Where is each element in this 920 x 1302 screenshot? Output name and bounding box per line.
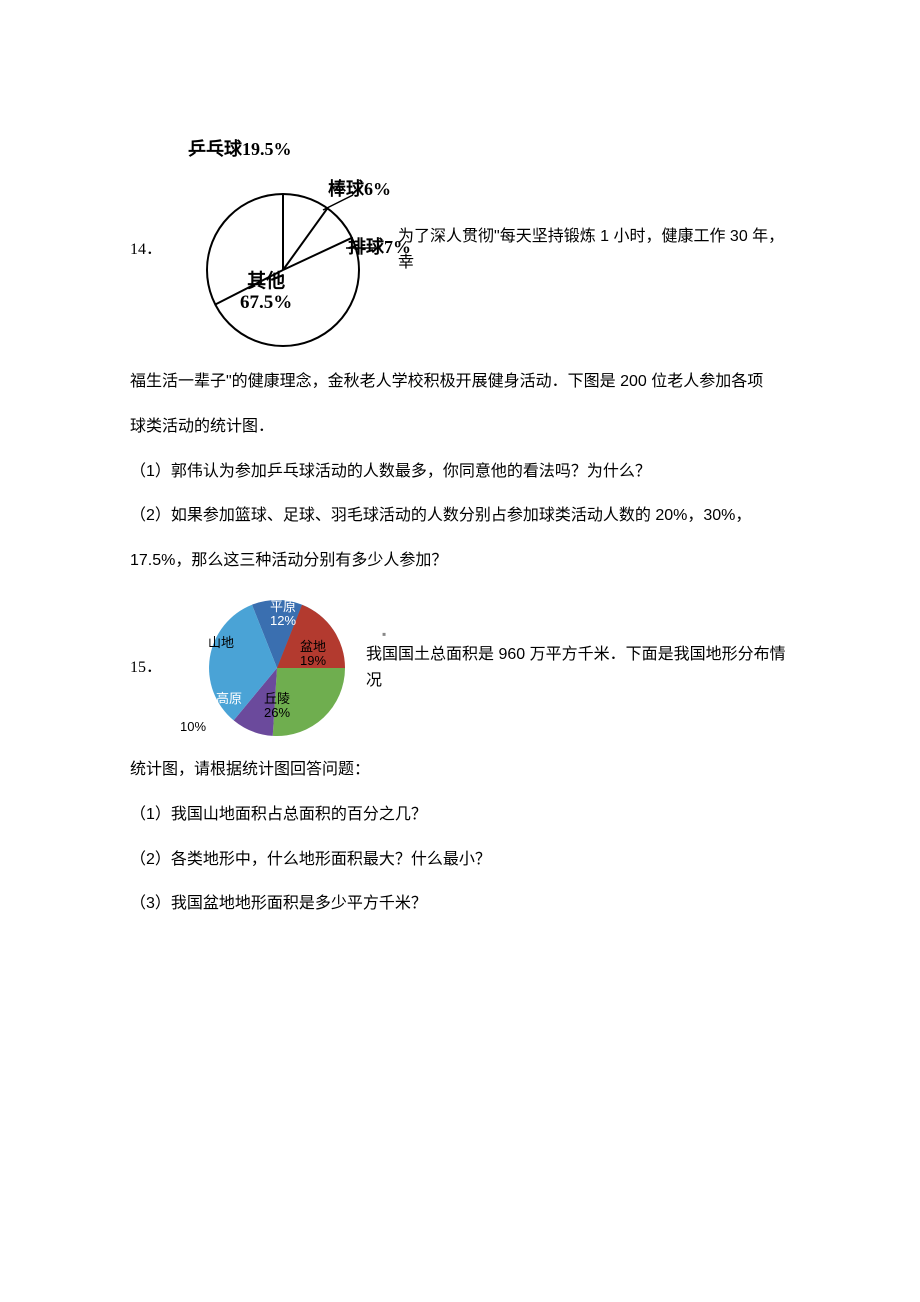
question-14-number: 14． bbox=[130, 228, 162, 273]
q15-inline-text: 我国国土总面积是 960 万平方千米．下面是我国地形分布情况 bbox=[366, 642, 790, 693]
q14-sub1: （1）郭伟认为参加乒乓球活动的人数最多，你同意他的看法吗？为什么？ bbox=[130, 450, 790, 495]
q15-sub3: （3）我国盆地地形面积是多少平方千米？ bbox=[130, 882, 790, 927]
pie-label-other-name: 其他 bbox=[247, 271, 285, 292]
question-15-number: 15． bbox=[130, 646, 162, 691]
terrain-label-plateau-pct: 10% bbox=[180, 720, 206, 734]
q15-p1: 统计图，请根据统计图回答问题： bbox=[130, 748, 790, 793]
pie-label-volleyball: 排球7% bbox=[348, 238, 411, 258]
q14-p2: 球类活动的统计图． bbox=[130, 405, 790, 450]
q15-sub2: （2）各类地形中，什么地形面积最大？什么最小？ bbox=[130, 838, 790, 883]
pie-chart-terrain: 平原12% 山地 盆地19% 丘陵26% 高原 10% ▪ bbox=[172, 588, 362, 748]
q14-sub2: （2）如果参加篮球、足球、羽毛球活动的人数分别占参加球类活动人数的 20%，30… bbox=[130, 494, 790, 539]
q14-sub3: 17.5%，那么这三种活动分别有多少人参加？ bbox=[130, 539, 790, 584]
q14-inline-text: 为了深人贯彻"每天坚持锻炼 1 小时，健康工作 30 年，幸 bbox=[398, 224, 790, 275]
q15-sub1: （1）我国山地面积占总面积的百分之几？ bbox=[130, 793, 790, 838]
pie-label-other-pct: 67.5% bbox=[240, 292, 292, 313]
decorative-dot: ▪ bbox=[382, 618, 386, 652]
terrain-label-plain: 平原12% bbox=[270, 600, 296, 629]
question-14-row: 14． 乒乓球19.5% 棒球6% 排球7% 其他 67.5% 为了深人贯彻"每… bbox=[130, 140, 790, 360]
pie-label-pingpong: 乒乓球19.5% bbox=[188, 140, 292, 160]
q14-p1: 福生活一辈子"的健康理念，金秋老人学校积极开展健身活动．下图是 200 位老人参… bbox=[130, 360, 790, 405]
terrain-label-mountain: 山地 bbox=[208, 636, 234, 650]
terrain-label-plateau: 高原 bbox=[216, 692, 242, 706]
pie-label-baseball: 棒球6% bbox=[328, 180, 391, 200]
terrain-label-hill: 丘陵26% bbox=[264, 692, 290, 721]
terrain-label-basin: 盆地19% bbox=[300, 640, 326, 669]
pie-chart-sports: 乒乓球19.5% 棒球6% 排球7% 其他 67.5% bbox=[168, 140, 398, 360]
pie-label-other: 其他 67.5% bbox=[240, 272, 292, 314]
question-15-row: 15． 平原12% 山地 盆地19% 丘陵26% 高原 10% ▪ bbox=[130, 588, 790, 748]
